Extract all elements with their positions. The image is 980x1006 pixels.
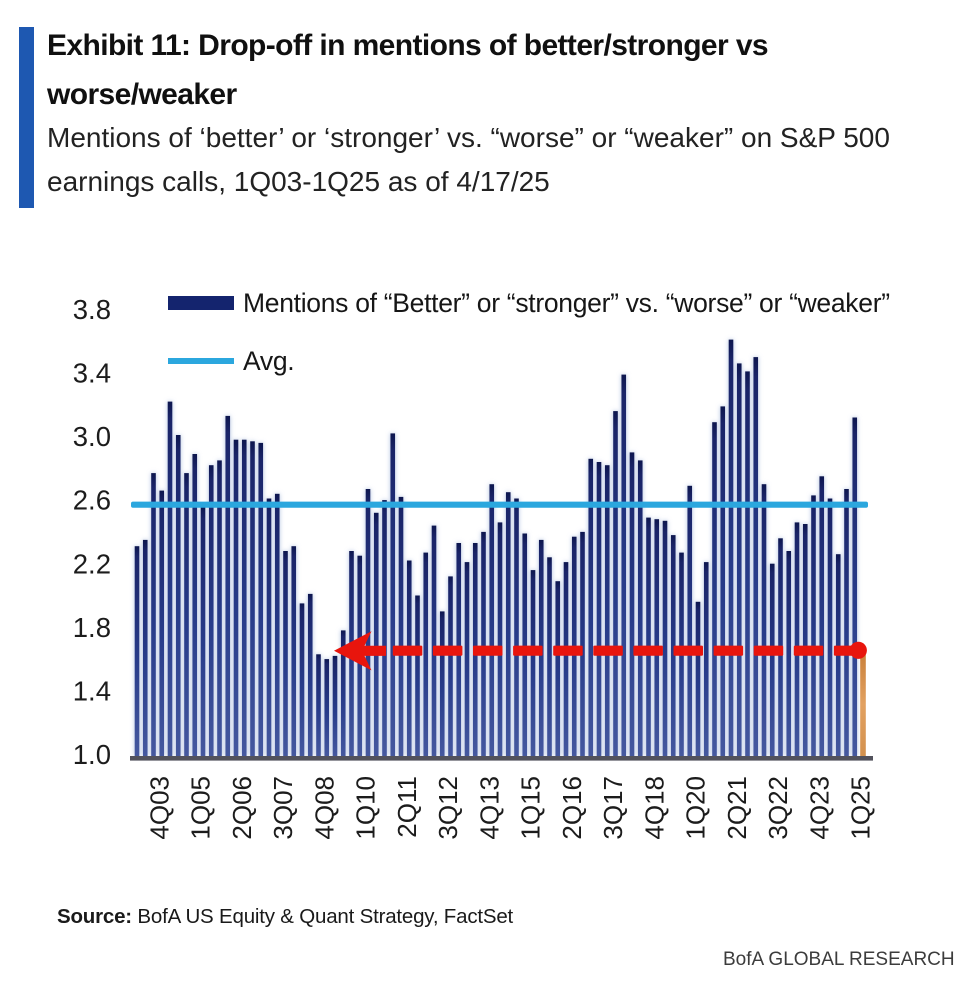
svg-text:3.4: 3.4 (73, 358, 111, 389)
svg-text:1.0: 1.0 (73, 739, 111, 770)
svg-text:2.6: 2.6 (73, 485, 111, 516)
svg-text:3Q17: 3Q17 (598, 776, 628, 840)
svg-text:1.4: 1.4 (73, 675, 111, 706)
svg-text:1Q05: 1Q05 (186, 776, 216, 840)
svg-text:2.2: 2.2 (73, 548, 111, 579)
svg-text:3Q22: 3Q22 (763, 776, 793, 840)
svg-text:4Q08: 4Q08 (309, 776, 339, 840)
svg-text:3Q12: 3Q12 (433, 776, 463, 840)
svg-text:3.0: 3.0 (73, 421, 111, 452)
svg-text:1.8: 1.8 (73, 612, 111, 643)
svg-text:1Q15: 1Q15 (516, 776, 546, 840)
svg-text:2Q21: 2Q21 (722, 776, 752, 840)
svg-text:4Q23: 4Q23 (804, 776, 834, 840)
svg-text:2Q06: 2Q06 (227, 776, 257, 840)
svg-text:1Q25: 1Q25 (846, 776, 876, 840)
svg-text:1Q20: 1Q20 (681, 776, 711, 840)
svg-text:3.8: 3.8 (73, 294, 111, 325)
svg-text:4Q18: 4Q18 (639, 776, 669, 840)
svg-text:4Q13: 4Q13 (474, 776, 504, 840)
svg-text:2Q11: 2Q11 (392, 776, 422, 838)
svg-text:4Q03: 4Q03 (144, 776, 174, 840)
svg-text:1Q10: 1Q10 (351, 776, 381, 840)
svg-text:2Q16: 2Q16 (557, 776, 587, 840)
svg-text:3Q07: 3Q07 (268, 776, 298, 840)
